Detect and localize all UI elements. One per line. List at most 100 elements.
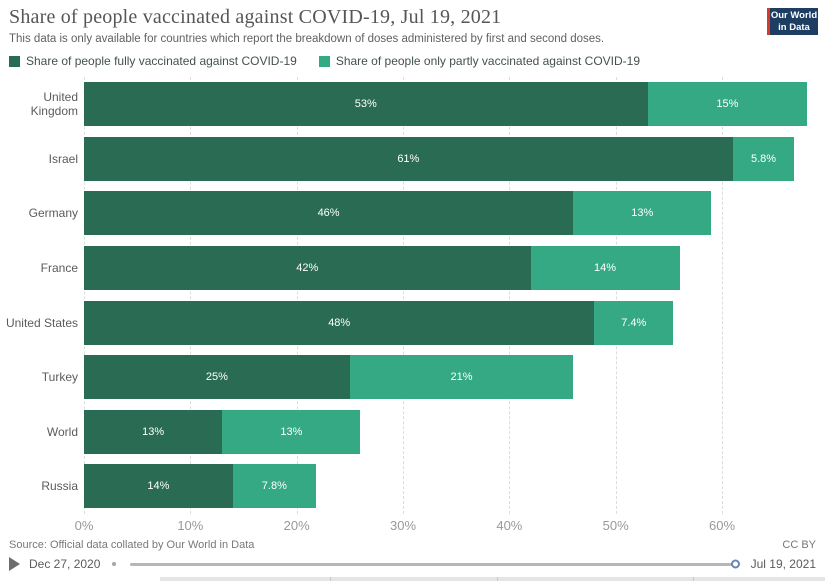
category-label: United Kingdom	[30, 90, 78, 119]
x-axis-tick-label: 20%	[283, 518, 310, 533]
timeline-start-marker[interactable]	[112, 562, 117, 566]
bar-row: Turkey 25% 21%	[0, 350, 822, 405]
bar-track: 61% 5.8%	[84, 136, 822, 181]
chart-title: Share of people vaccinated against COVID…	[9, 6, 502, 28]
bar-segment-partly-vaccinated[interactable]: 21%	[349, 355, 574, 400]
bar-segment-partly-vaccinated[interactable]: 7.4%	[594, 300, 674, 345]
legend-item-fully-vaccinated[interactable]: Share of people fully vaccinated against…	[9, 54, 297, 68]
bar-value-label: 61%	[397, 152, 420, 165]
bar-track: 14% 7.8%	[84, 464, 822, 509]
bar-segment-fully-vaccinated[interactable]: 14%	[84, 464, 233, 509]
tab-separator	[330, 577, 331, 581]
bar-row: Germany 46% 13%	[0, 186, 822, 241]
bar-value-label: 14%	[147, 480, 170, 493]
owid-logo-line1: Our World	[770, 10, 818, 22]
chart-legend: Share of people fully vaccinated against…	[9, 54, 640, 68]
category-label: France	[40, 261, 78, 276]
bar-segment-fully-vaccinated[interactable]: 42%	[84, 246, 531, 291]
legend-label: Share of people fully vaccinated against…	[26, 54, 297, 68]
bar-segment-partly-vaccinated[interactable]: 13%	[573, 191, 712, 236]
tab-separator	[497, 577, 498, 581]
timeline-slider-handle[interactable]	[730, 559, 740, 569]
bar-value-label: 5.8%	[750, 152, 777, 165]
bar-row: Russia 14% 7.8%	[0, 459, 822, 514]
bar-segment-fully-vaccinated[interactable]: 53%	[84, 82, 648, 127]
bar-row: Israel 61% 5.8%	[0, 132, 822, 187]
owid-logo-line2: in Data	[778, 21, 810, 33]
cutoff-tabs-strip	[160, 577, 825, 581]
bar-value-label: 46%	[317, 207, 340, 220]
bar-track: 13% 13%	[84, 409, 822, 454]
bar-value-label: 25%	[205, 371, 228, 384]
bar-value-label: 13%	[280, 425, 303, 438]
x-axis-tick-label: 60%	[709, 518, 736, 533]
category-label: World	[46, 424, 78, 439]
x-axis-tick-label: 0%	[74, 518, 94, 533]
timeline-slider[interactable]	[130, 559, 740, 569]
bar-segment-partly-vaccinated[interactable]: 15%	[647, 82, 808, 127]
bar-segment-fully-vaccinated[interactable]: 48%	[84, 300, 595, 345]
license-link[interactable]: CC BY	[782, 539, 816, 551]
x-axis-tick-label: 40%	[496, 518, 523, 533]
x-axis-tick-label: 50%	[602, 518, 629, 533]
bar-value-label: 13%	[631, 207, 654, 220]
bar-value-label: 21%	[450, 371, 473, 384]
gridline	[190, 77, 192, 514]
bar-segment-fully-vaccinated[interactable]: 61%	[84, 136, 733, 181]
bar-value-label: 48%	[328, 316, 351, 329]
legend-swatch-fully-icon	[9, 55, 20, 67]
x-axis: 0% 10% 20% 30% 40% 50% 60%	[75, 518, 822, 536]
legend-item-partly-vaccinated[interactable]: Share of people only partly vaccinated a…	[318, 54, 640, 68]
bar-track: 53% 15%	[84, 82, 822, 127]
source-note: Source: Official data collated by Our Wo…	[9, 539, 255, 551]
bar-segment-fully-vaccinated[interactable]: 46%	[84, 191, 574, 236]
gridline	[296, 77, 298, 514]
bar-rows: United Kingdom 53% 15% Israel 61% 5.8% Germany…	[0, 77, 822, 514]
bar-row: France 42% 14%	[0, 241, 822, 296]
chart-subtitle: This data is only available for countrie…	[9, 33, 605, 45]
bar-row: United States 48% 7.4%	[0, 295, 822, 350]
timeline-control: Dec 27, 2020 Jul 19, 2021	[9, 555, 816, 573]
bar-segment-partly-vaccinated[interactable]: 13%	[222, 409, 361, 454]
tab-separator	[693, 577, 694, 581]
bar-value-label: 15%	[716, 98, 739, 111]
category-label: Russia	[41, 479, 78, 494]
bar-value-label: 14%	[594, 262, 617, 275]
bar-value-label: 13%	[142, 425, 165, 438]
gridline	[509, 77, 511, 514]
category-label: Turkey	[41, 370, 78, 385]
gridline	[722, 77, 724, 514]
timeline-start-date[interactable]: Dec 27, 2020	[29, 557, 101, 571]
x-axis-tick-label: 10%	[177, 518, 204, 533]
gridline	[615, 77, 617, 514]
bar-value-label: 7.4%	[621, 316, 647, 329]
play-icon[interactable]	[9, 557, 20, 571]
bar-track: 48% 7.4%	[84, 300, 822, 345]
bar-segment-partly-vaccinated[interactable]: 7.8%	[232, 464, 316, 509]
gridline-layer	[84, 77, 822, 514]
bar-value-label: 53%	[354, 98, 377, 111]
bar-segment-fully-vaccinated[interactable]: 25%	[84, 355, 350, 400]
bar-segment-partly-vaccinated[interactable]: 14%	[530, 246, 680, 291]
owid-logo[interactable]: Our World in Data	[767, 8, 818, 35]
chart-header: Share of people vaccinated against COVID…	[9, 6, 755, 45]
bar-chart: United Kingdom 53% 15% Israel 61% 5.8% Germany…	[0, 77, 825, 535]
timeline-end-date[interactable]: Jul 19, 2021	[750, 557, 816, 571]
bar-value-label: 7.8%	[261, 480, 287, 493]
bar-track: 42% 14%	[84, 246, 822, 291]
gridline	[403, 77, 405, 514]
category-label: Israel	[48, 151, 78, 166]
gridline	[84, 77, 85, 514]
chart-footer: Source: Official data collated by Our Wo…	[9, 539, 816, 551]
bar-value-label: 42%	[296, 262, 319, 275]
legend-label: Share of people only partly vaccinated a…	[335, 54, 640, 68]
category-label: United States	[5, 315, 78, 330]
bar-row: United Kingdom 53% 15%	[0, 77, 822, 132]
bar-segment-partly-vaccinated[interactable]: 5.8%	[732, 136, 795, 181]
bar-track: 46% 13%	[84, 191, 822, 236]
bar-row: World 13% 13%	[0, 405, 822, 460]
bar-segment-fully-vaccinated[interactable]: 13%	[84, 409, 223, 454]
category-label: Germany	[28, 206, 78, 221]
x-axis-tick-label: 30%	[390, 518, 417, 533]
